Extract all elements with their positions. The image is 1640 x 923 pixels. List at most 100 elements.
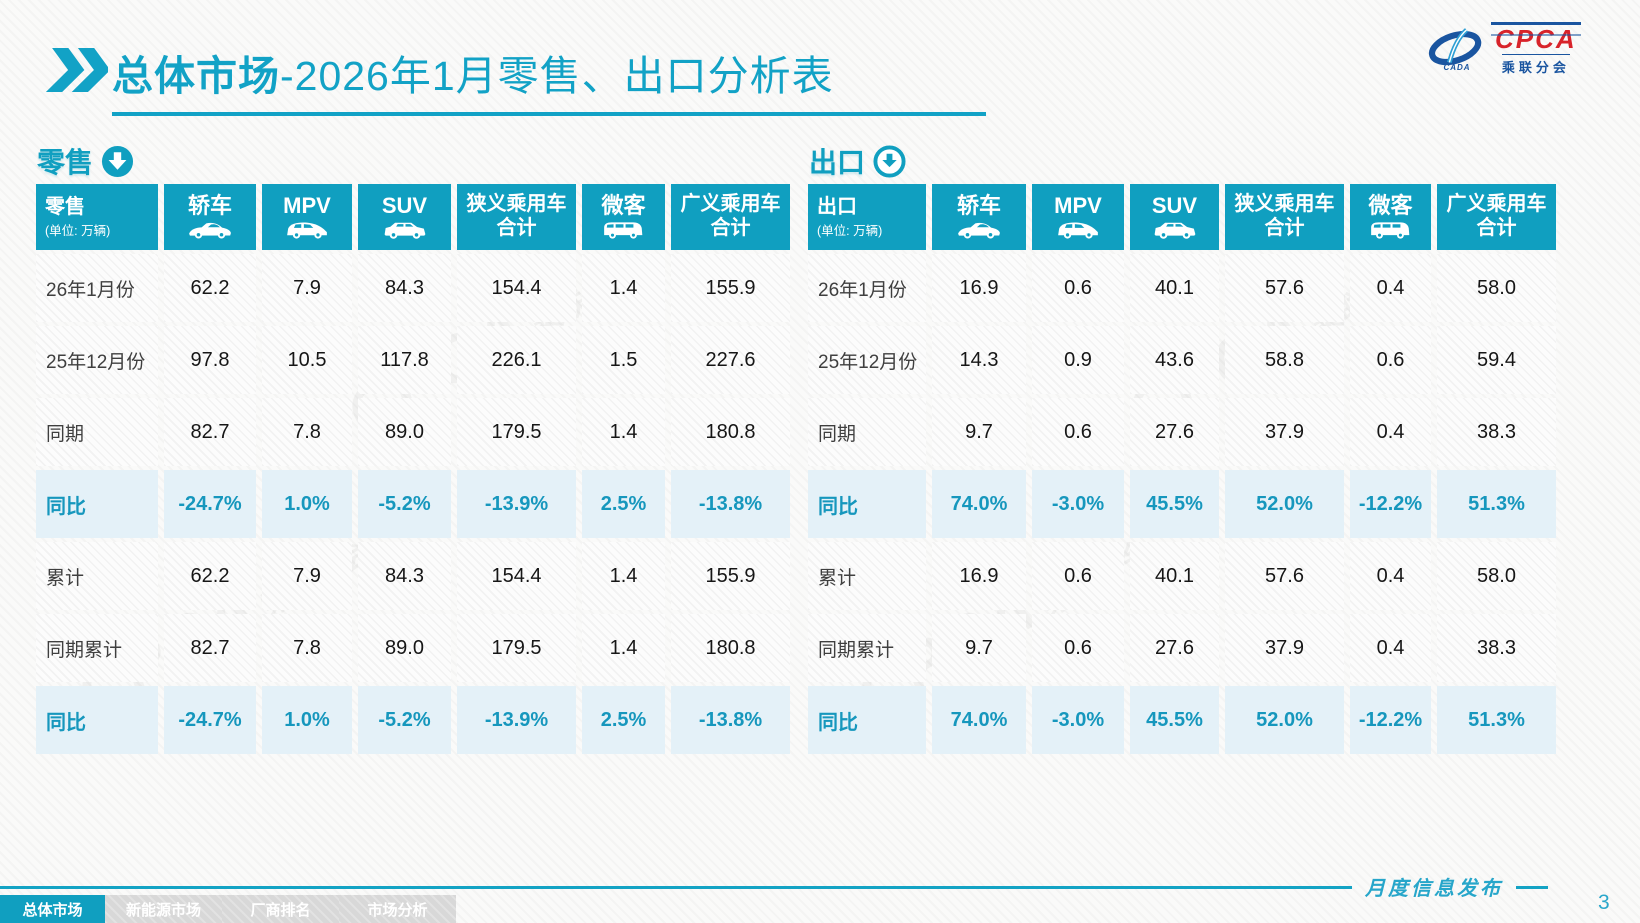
table-cell: 7.8 [262,614,352,682]
table-cell: 62.2 [164,254,256,322]
table-cell: 89.0 [358,398,451,466]
table-cell: 43.6 [1130,326,1219,394]
table-cell: 2.5% [582,470,665,538]
table-cell: 51.3% [1437,686,1556,754]
table-cell: 155.9 [671,254,790,322]
column-header: MPV [262,184,352,250]
table-cell: -24.7% [164,686,256,754]
column-header-label: 轿车 [956,192,1001,218]
suv-car-icon [1152,219,1198,240]
table-cell: 16.9 [932,542,1026,610]
row-label: 同比 [808,686,926,754]
table-cell: 1.4 [582,254,665,322]
table-cell: 40.1 [1130,542,1219,610]
retail-section-text: 零售 [37,147,94,178]
table-cell: 1.0% [262,686,352,754]
table-cell: 7.9 [262,542,352,610]
mpv-car-icon [284,219,330,240]
column-header-label: 轿车 [187,192,232,218]
table-cell: 37.9 [1225,614,1344,682]
table-cell: 57.6 [1225,254,1344,322]
table-cell: 45.5% [1130,470,1219,538]
export-table: 出口 (单位: 万辆) 轿车 MPV SUV 狭义乘用车 合计 微客 广义乘用车 合计 26年1月份… [808,184,1556,754]
table-cell: 0.4 [1350,254,1431,322]
table-cell: 27.6 [1130,398,1219,466]
column-header-label: 微客 [1368,192,1413,218]
column-header-label: SUV [1151,192,1198,218]
page-number: 3 [1598,891,1610,914]
table-cell: 154.4 [457,542,576,610]
nav-tab-overall-market[interactable]: 总体市场 [0,895,105,923]
table-cell: 58.8 [1225,326,1344,394]
page-title: 总体市场-2026年1月零售、出口分析表 [112,42,986,116]
mpv-car-icon [1055,219,1101,240]
column-header-label: 狭义乘用车 合计 [466,193,567,239]
row-label: 同期 [36,398,158,466]
table-cell: 0.9 [1032,326,1124,394]
column-header: 微客 [1350,184,1431,250]
column-header: 微客 [582,184,665,250]
cpca-logo-swoosh-icon: CADA [1428,27,1486,72]
table-cell: 45.5% [1130,686,1219,754]
export-section-text: 出口 [809,147,866,178]
footer-divider [0,886,1352,889]
sedan-car-icon [956,219,1002,240]
table-cell: -5.2% [358,686,451,754]
table-cell: 38.3 [1437,398,1556,466]
row-label: 26年1月份 [808,254,926,322]
table-cell: 51.3% [1437,470,1556,538]
table-cell: -12.2% [1350,470,1431,538]
table-cell: 74.0% [932,686,1026,754]
column-header: 广义乘用车 合计 [671,184,790,250]
table-cell: 40.1 [1130,254,1219,322]
column-header-label: 狭义乘用车 合计 [1234,193,1335,239]
download-arrow-filled-icon [101,145,134,178]
table-cell: -13.8% [671,470,790,538]
table-cell: 82.7 [164,398,256,466]
footer-divider [1516,886,1548,889]
column-header: SUV [358,184,451,250]
corner-label: 零售 [45,195,85,218]
table-corner-header: 出口 (单位: 万辆) [808,184,926,250]
table-cell: 16.9 [932,254,1026,322]
row-label: 25年12月份 [808,326,926,394]
table-cell: 84.3 [358,542,451,610]
table-cell: 27.6 [1130,614,1219,682]
row-label: 累计 [808,542,926,610]
table-cell: -13.9% [457,470,576,538]
table-cell: 38.3 [1437,614,1556,682]
suv-car-icon [382,219,428,240]
table-cell: 57.6 [1225,542,1344,610]
row-label: 26年1月份 [36,254,158,322]
row-label: 同比 [36,470,158,538]
row-label: 25年12月份 [36,326,158,394]
table-cell: 1.4 [582,614,665,682]
table-cell: 10.5 [262,326,352,394]
column-header-label: MPV [283,192,331,218]
table-cell: 52.0% [1225,686,1344,754]
table-cell: 37.9 [1225,398,1344,466]
nav-tab-nev-market[interactable]: 新能源市场 [105,895,222,923]
retail-table: 零售 (单位: 万辆) 轿车 MPV SUV 狭义乘用车 合计 微客 广义乘用车 合计 26年1月份… [36,184,790,754]
column-header-label: 微客 [601,192,646,218]
table-cell: 179.5 [457,398,576,466]
table-cell: 179.5 [457,614,576,682]
microvan-car-icon [1368,219,1414,240]
title-rest: -2026年1月零售、出口分析表 [280,53,834,99]
nav-tab-manufacturer-ranking[interactable]: 厂商排名 [222,895,339,923]
row-label: 同期累计 [808,614,926,682]
table-cell: -5.2% [358,470,451,538]
microvan-car-icon [601,219,647,240]
table-cell: 52.0% [1225,470,1344,538]
table-cell: 59.4 [1437,326,1556,394]
table-cell: 1.4 [582,398,665,466]
bottom-nav: 总体市场 新能源市场 厂商排名 市场分析 [0,895,456,923]
publish-label: 月度信息发布 [1365,878,1503,900]
table-cell: 9.7 [932,398,1026,466]
column-header: 轿车 [164,184,256,250]
cpca-logo-cada-text: CADA [1443,62,1471,72]
nav-tab-market-analysis[interactable]: 市场分析 [339,895,456,923]
retail-section-label: 零售 [37,141,134,181]
row-label: 同期累计 [36,614,158,682]
table-cell: 9.7 [932,614,1026,682]
